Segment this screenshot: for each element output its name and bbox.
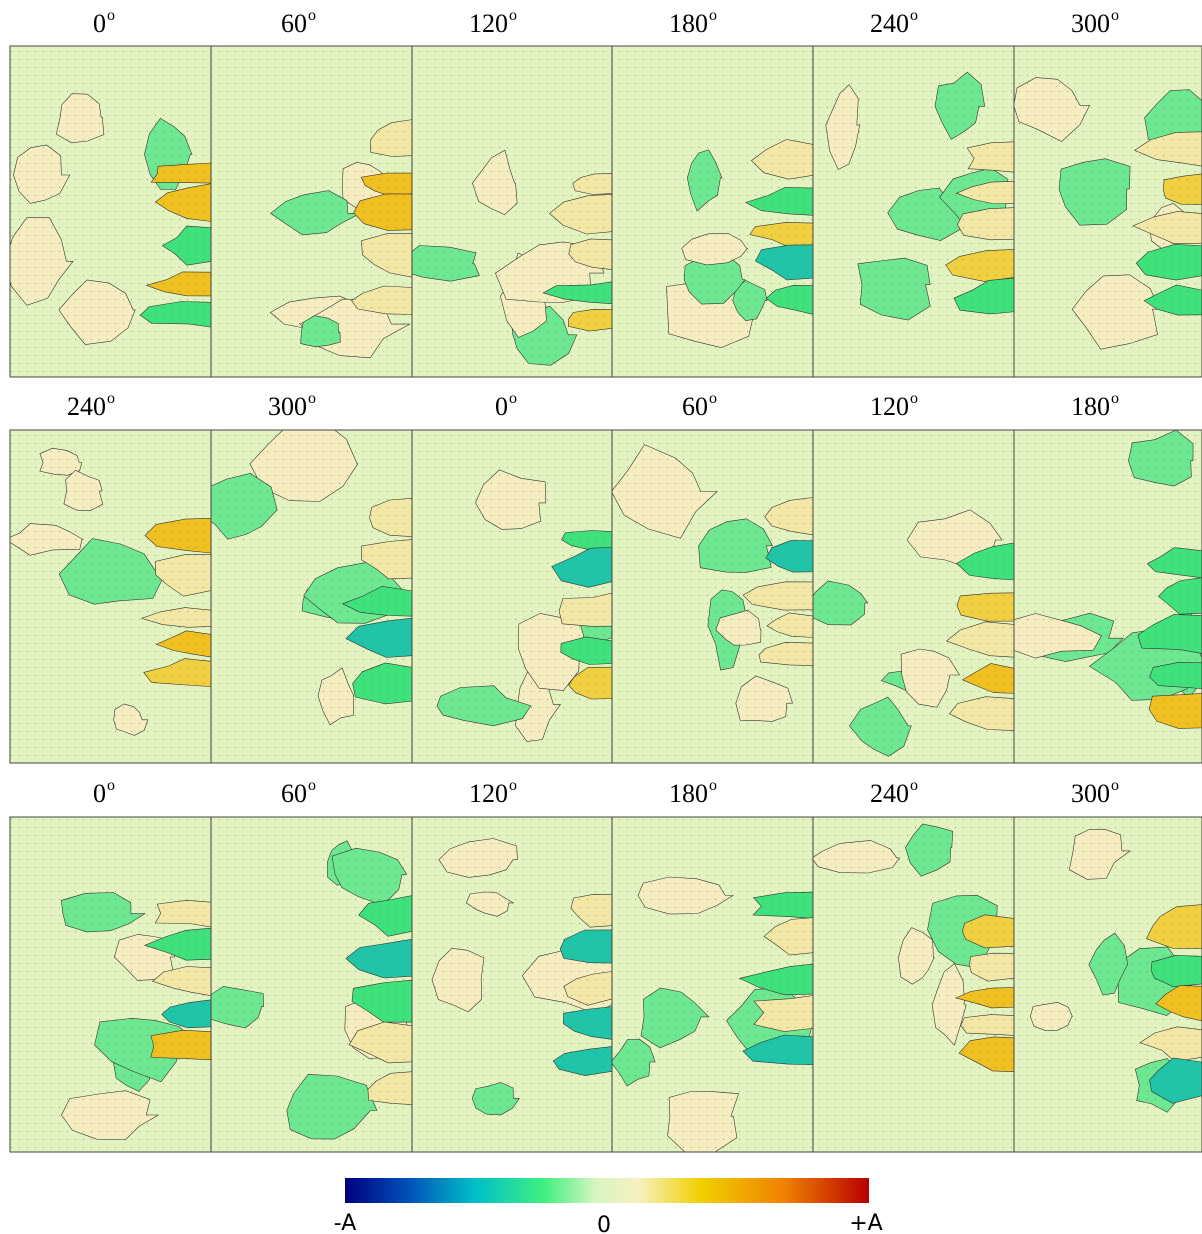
degree-mark: o	[709, 777, 717, 794]
degree-mark: o	[107, 777, 115, 794]
degree-mark: o	[910, 390, 918, 407]
vector-field	[1014, 46, 1202, 377]
vector-field	[1014, 817, 1202, 1152]
panel-angle: 180	[669, 779, 708, 808]
vector-field	[813, 817, 1014, 1152]
degree-mark: o	[107, 7, 115, 24]
panel-angle: 0	[93, 779, 106, 808]
colorbar-max: +A	[849, 1211, 882, 1234]
degree-mark: o	[509, 7, 517, 24]
vector-field	[612, 46, 813, 377]
degree-mark: o	[1111, 7, 1119, 24]
degree-mark: o	[509, 777, 517, 794]
panel-angle: 300	[268, 392, 307, 421]
colorbar-min: -A	[334, 1211, 357, 1234]
colorbar	[345, 1178, 869, 1203]
degree-mark: o	[709, 390, 717, 407]
panel	[1014, 817, 1202, 1152]
vector-field	[612, 430, 813, 763]
panel-angle: 60	[281, 779, 307, 808]
vector-field	[10, 46, 211, 377]
figure: -A 0 +A 0o60o120o180o240o300o240o300o0o6…	[0, 0, 1202, 1234]
vector-field	[412, 817, 613, 1152]
vector-field	[211, 817, 412, 1152]
degree-mark: o	[1111, 777, 1119, 794]
panel-angle: 240	[67, 392, 106, 421]
vector-field	[1014, 430, 1202, 763]
degree-mark: o	[308, 390, 316, 407]
panel-angle: 180	[1071, 392, 1110, 421]
degree-mark: o	[910, 777, 918, 794]
panel	[1008, 430, 1202, 763]
vector-field	[612, 817, 813, 1152]
vector-field	[813, 430, 1014, 763]
panel-angle: 300	[1071, 9, 1110, 38]
panel-angle: 300	[1071, 779, 1110, 808]
vector-field	[211, 46, 412, 377]
degree-mark: o	[107, 390, 115, 407]
vector-field	[412, 46, 613, 377]
panel-angle: 0	[495, 392, 508, 421]
degree-mark: o	[509, 390, 517, 407]
panel-angle: 0	[93, 9, 106, 38]
degree-mark: o	[308, 777, 316, 794]
panel-angle: 120	[870, 392, 909, 421]
vector-field	[211, 430, 412, 763]
panels	[5, 46, 1202, 1153]
vector-field	[813, 46, 1014, 377]
vector-field	[10, 817, 211, 1152]
degree-mark: o	[910, 7, 918, 24]
degree-mark: o	[709, 7, 717, 24]
vector-field	[10, 430, 211, 763]
panel-angle: 240	[870, 779, 909, 808]
panel-angle: 120	[469, 9, 508, 38]
degree-mark: o	[308, 7, 316, 24]
panel-angle: 180	[669, 9, 708, 38]
panel	[1014, 46, 1202, 377]
panel-angle: 60	[682, 392, 708, 421]
panel-angle: 240	[870, 9, 909, 38]
vector-field	[412, 430, 613, 763]
panel-angle: 60	[281, 9, 307, 38]
colorbar-mid: 0	[597, 1213, 611, 1234]
panel-angle: 120	[469, 779, 508, 808]
degree-mark: o	[1111, 390, 1119, 407]
